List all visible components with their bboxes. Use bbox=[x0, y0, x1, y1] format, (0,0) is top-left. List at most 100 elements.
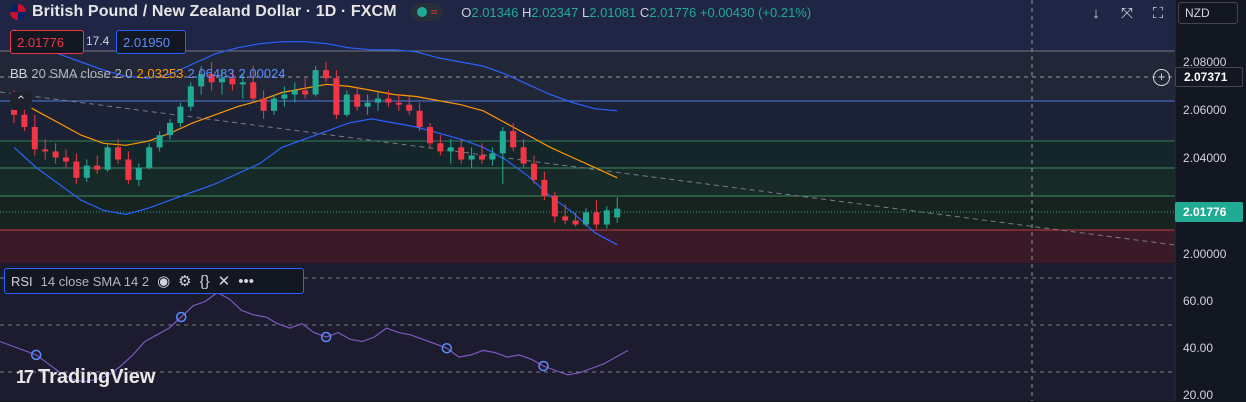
candle bbox=[520, 139, 527, 168]
candle bbox=[437, 135, 444, 156]
rsi-tick: 60.00 bbox=[1183, 294, 1214, 308]
chevron-up-icon: ⌃ bbox=[15, 93, 27, 108]
candle bbox=[31, 114, 38, 156]
candle-body bbox=[572, 220, 579, 225]
rsi-divergence-marker bbox=[538, 360, 549, 372]
candle-body bbox=[167, 122, 173, 136]
rsi-divergence-marker bbox=[320, 331, 332, 343]
candle-body bbox=[583, 212, 589, 225]
collapse-legend-button[interactable]: ⌃ bbox=[10, 92, 32, 110]
candle-body bbox=[479, 155, 485, 160]
bb-lower-value: 2.00024 bbox=[238, 66, 286, 81]
candle bbox=[510, 122, 517, 152]
eye-icon[interactable]: ◉ bbox=[157, 273, 171, 290]
rsi-divergence-marker bbox=[175, 311, 187, 323]
logo-text: TradingView bbox=[38, 366, 156, 388]
candle-body bbox=[198, 74, 205, 87]
candle-body bbox=[520, 147, 527, 164]
candle bbox=[260, 90, 267, 119]
rsi-tick: 20.00 bbox=[1183, 388, 1214, 402]
candle-body bbox=[499, 131, 506, 154]
buy-button[interactable]: 2.01950 bbox=[116, 30, 186, 54]
bb-basis-value: 2.03253 bbox=[136, 66, 184, 81]
ohlc-readout: O2.01346 H2.02347 L2.01081 C2.01776 +0.0… bbox=[461, 4, 812, 20]
rsi-divergence-marker bbox=[30, 349, 42, 361]
bb-upper-value: 2.06483 bbox=[187, 66, 235, 81]
candle bbox=[187, 82, 194, 111]
candle-body bbox=[31, 127, 38, 150]
candle-body bbox=[177, 106, 184, 123]
rsi-params: 14 close SMA 14 2 bbox=[40, 273, 150, 289]
candle-body bbox=[52, 151, 59, 158]
price-tick: 2.06000 bbox=[1183, 103, 1227, 117]
more-icon[interactable]: ••• bbox=[238, 272, 254, 290]
tradingview-logo: 17 TradingView bbox=[16, 366, 155, 389]
collapse-button[interactable]: ⤧ bbox=[1114, 0, 1140, 26]
code-icon[interactable]: {} bbox=[199, 272, 210, 290]
currency-select[interactable]: NZD bbox=[1178, 2, 1238, 24]
sell-button[interactable]: 2.01776 bbox=[10, 30, 84, 54]
candle-body bbox=[156, 135, 163, 148]
candle bbox=[73, 153, 80, 184]
candle bbox=[572, 212, 579, 227]
candle-body bbox=[458, 147, 465, 160]
candle bbox=[63, 149, 69, 168]
candle bbox=[104, 143, 111, 172]
candle bbox=[333, 70, 340, 119]
rsi-legend[interactable]: RSI 14 close SMA 14 2 ◉ ⚙ {} ✕ ••• bbox=[4, 268, 304, 294]
candle-body bbox=[94, 165, 101, 170]
candle bbox=[167, 118, 173, 140]
market-status[interactable]: ≈ bbox=[410, 3, 444, 21]
fullscreen-button[interactable]: ⛶ bbox=[1145, 0, 1171, 26]
bb-legend[interactable]: BB 20 SMA close 2 0 2.03253 2.06483 2.00… bbox=[10, 66, 286, 81]
candle bbox=[156, 131, 163, 152]
fullscreen-icon: ⛶ bbox=[1152, 4, 1164, 22]
rsi-tick: 40.00 bbox=[1183, 341, 1214, 355]
bb-lower-line bbox=[13, 118, 618, 246]
candle bbox=[541, 171, 548, 201]
spread-value: 17.4 bbox=[86, 34, 110, 48]
candle-body bbox=[73, 161, 80, 178]
candle-body bbox=[291, 90, 298, 95]
candle bbox=[135, 163, 142, 186]
candle-body bbox=[603, 210, 610, 225]
candle-body bbox=[83, 165, 90, 178]
gear-icon[interactable]: ⚙ bbox=[178, 273, 192, 290]
candle-body bbox=[323, 70, 329, 79]
add-alert-icon[interactable]: + bbox=[1153, 69, 1170, 86]
scroll-down-button[interactable]: ↓ bbox=[1083, 0, 1109, 26]
candle bbox=[551, 192, 558, 223]
candle bbox=[375, 92, 381, 111]
candle-body bbox=[489, 153, 496, 160]
candle-body bbox=[427, 127, 433, 144]
candle-body bbox=[302, 90, 309, 95]
candle-body bbox=[229, 78, 236, 85]
price-tick: 2.08000 bbox=[1183, 55, 1227, 69]
candle bbox=[614, 197, 621, 223]
candle-body bbox=[271, 98, 277, 111]
candle-body bbox=[375, 98, 381, 103]
candle-body bbox=[354, 94, 361, 107]
candle-body bbox=[63, 157, 69, 162]
close-icon[interactable]: ✕ bbox=[217, 273, 231, 290]
candle bbox=[489, 147, 496, 166]
symbol-header: British Pound / New Zealand Dollar · 1D … bbox=[0, 0, 811, 24]
candle-body bbox=[593, 212, 600, 225]
candle bbox=[562, 204, 569, 225]
price-tick: 2.04000 bbox=[1183, 151, 1227, 165]
candle bbox=[323, 62, 329, 83]
candle bbox=[115, 139, 121, 164]
symbol-title[interactable]: British Pound / New Zealand Dollar · 1D … bbox=[32, 3, 397, 20]
flag-icon bbox=[10, 4, 26, 20]
candle bbox=[312, 66, 319, 97]
candle bbox=[479, 143, 485, 164]
candle bbox=[198, 66, 205, 95]
candle bbox=[593, 200, 600, 229]
candle bbox=[343, 90, 350, 117]
candle-body bbox=[468, 155, 475, 160]
candle-body bbox=[115, 147, 121, 160]
rsi-path bbox=[0, 291, 629, 383]
candle-body bbox=[312, 70, 319, 95]
wave-icon: ≈ bbox=[430, 5, 438, 19]
